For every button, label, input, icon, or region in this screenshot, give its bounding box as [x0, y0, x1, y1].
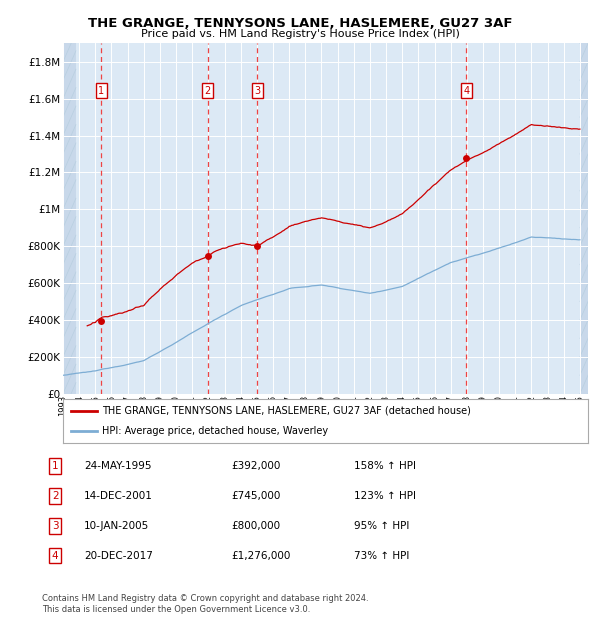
Text: 2: 2 — [205, 86, 211, 95]
Text: £800,000: £800,000 — [231, 521, 280, 531]
Text: £745,000: £745,000 — [231, 491, 280, 501]
Text: 3: 3 — [52, 521, 59, 531]
Text: 4: 4 — [52, 551, 59, 560]
Text: 73% ↑ HPI: 73% ↑ HPI — [354, 551, 409, 560]
Text: THE GRANGE, TENNYSONS LANE, HASLEMERE, GU27 3AF (detached house): THE GRANGE, TENNYSONS LANE, HASLEMERE, G… — [103, 405, 471, 416]
Text: 2: 2 — [52, 491, 59, 501]
Text: 14-DEC-2001: 14-DEC-2001 — [84, 491, 153, 501]
Text: 10-JAN-2005: 10-JAN-2005 — [84, 521, 149, 531]
Text: 24-MAY-1995: 24-MAY-1995 — [84, 461, 151, 471]
Text: 4: 4 — [463, 86, 469, 95]
Text: Contains HM Land Registry data © Crown copyright and database right 2024.: Contains HM Land Registry data © Crown c… — [42, 593, 368, 603]
Text: Price paid vs. HM Land Registry's House Price Index (HPI): Price paid vs. HM Land Registry's House … — [140, 29, 460, 39]
Text: 3: 3 — [254, 86, 260, 95]
Text: 1: 1 — [52, 461, 59, 471]
Text: 123% ↑ HPI: 123% ↑ HPI — [354, 491, 416, 501]
Polygon shape — [580, 43, 588, 394]
Polygon shape — [63, 43, 76, 394]
Text: £1,276,000: £1,276,000 — [231, 551, 290, 560]
Text: 1: 1 — [98, 86, 104, 95]
Text: HPI: Average price, detached house, Waverley: HPI: Average price, detached house, Wave… — [103, 426, 329, 436]
Text: £392,000: £392,000 — [231, 461, 280, 471]
Text: 20-DEC-2017: 20-DEC-2017 — [84, 551, 153, 560]
Text: 95% ↑ HPI: 95% ↑ HPI — [354, 521, 409, 531]
Text: THE GRANGE, TENNYSONS LANE, HASLEMERE, GU27 3AF: THE GRANGE, TENNYSONS LANE, HASLEMERE, G… — [88, 17, 512, 30]
Text: 158% ↑ HPI: 158% ↑ HPI — [354, 461, 416, 471]
Text: This data is licensed under the Open Government Licence v3.0.: This data is licensed under the Open Gov… — [42, 604, 310, 614]
